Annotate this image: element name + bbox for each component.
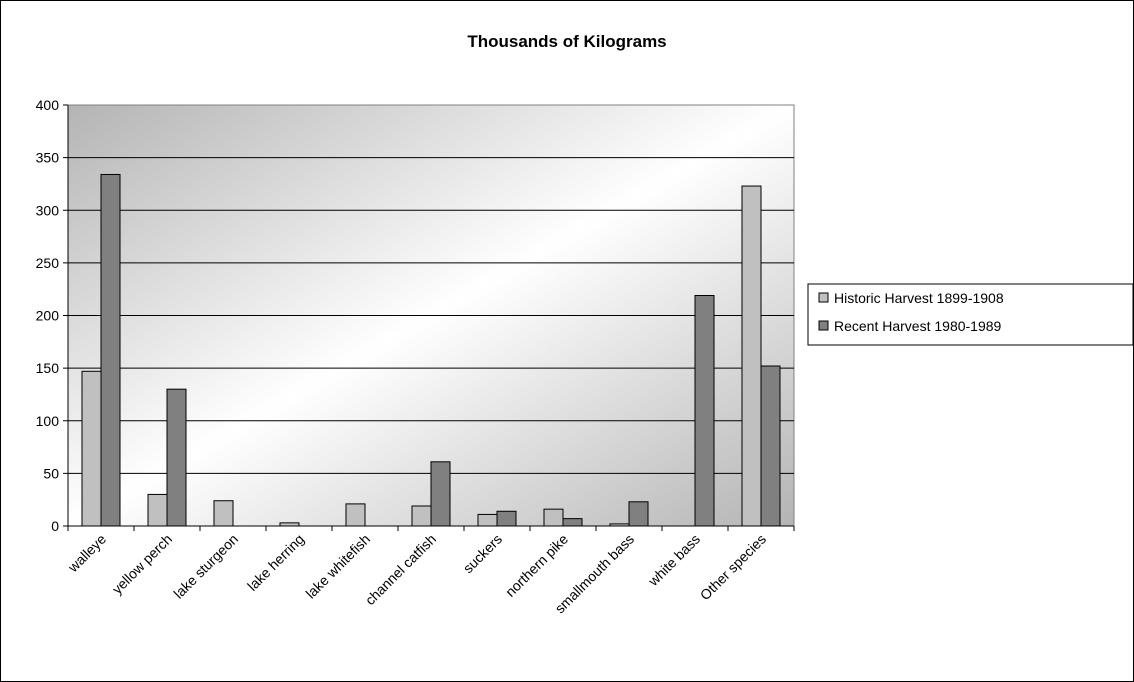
bar-recent <box>100 173 121 527</box>
bar-recent <box>496 510 517 527</box>
y-tick-label: 200 <box>36 308 60 324</box>
legend-label-historic: Historic Harvest 1899-1908 <box>834 290 1004 306</box>
gridlines <box>68 157 794 474</box>
legend: Historic Harvest 1899-1908 Recent Harves… <box>807 283 1134 346</box>
bar-historic <box>477 513 498 527</box>
y-tick-label: 100 <box>36 413 60 429</box>
legend-swatch-recent <box>818 320 829 331</box>
bar-historic <box>741 185 762 527</box>
legend-label-recent: Recent Harvest 1980-1989 <box>834 318 1002 334</box>
bar-historic <box>147 493 168 527</box>
y-tick-labels: 0 50 100 150 200 250 300 350 400 <box>36 97 60 534</box>
y-tick-label: 400 <box>36 97 60 113</box>
bar-historic <box>213 500 234 527</box>
chart-title: Thousands of Kilograms <box>467 32 666 51</box>
y-tick-label: 50 <box>43 465 59 481</box>
bar-recent <box>694 295 715 527</box>
y-tick-label: 350 <box>36 150 60 166</box>
bar-recent <box>760 365 781 527</box>
legend-box <box>807 283 1134 346</box>
bar-historic <box>345 503 366 527</box>
bar-recent <box>430 461 451 527</box>
axes <box>63 104 795 531</box>
bar-historic <box>411 505 432 527</box>
y-tick-label: 0 <box>51 518 59 534</box>
bar-recent <box>166 388 187 527</box>
y-tick-label: 300 <box>36 202 60 218</box>
bar-historic <box>543 508 564 527</box>
legend-swatch-historic <box>818 292 829 303</box>
bar-historic <box>81 370 102 527</box>
bars <box>81 173 781 527</box>
bar-recent <box>562 518 583 527</box>
y-tick-label: 250 <box>36 255 60 271</box>
y-tick-label: 150 <box>36 360 60 376</box>
bar-recent <box>628 501 649 527</box>
